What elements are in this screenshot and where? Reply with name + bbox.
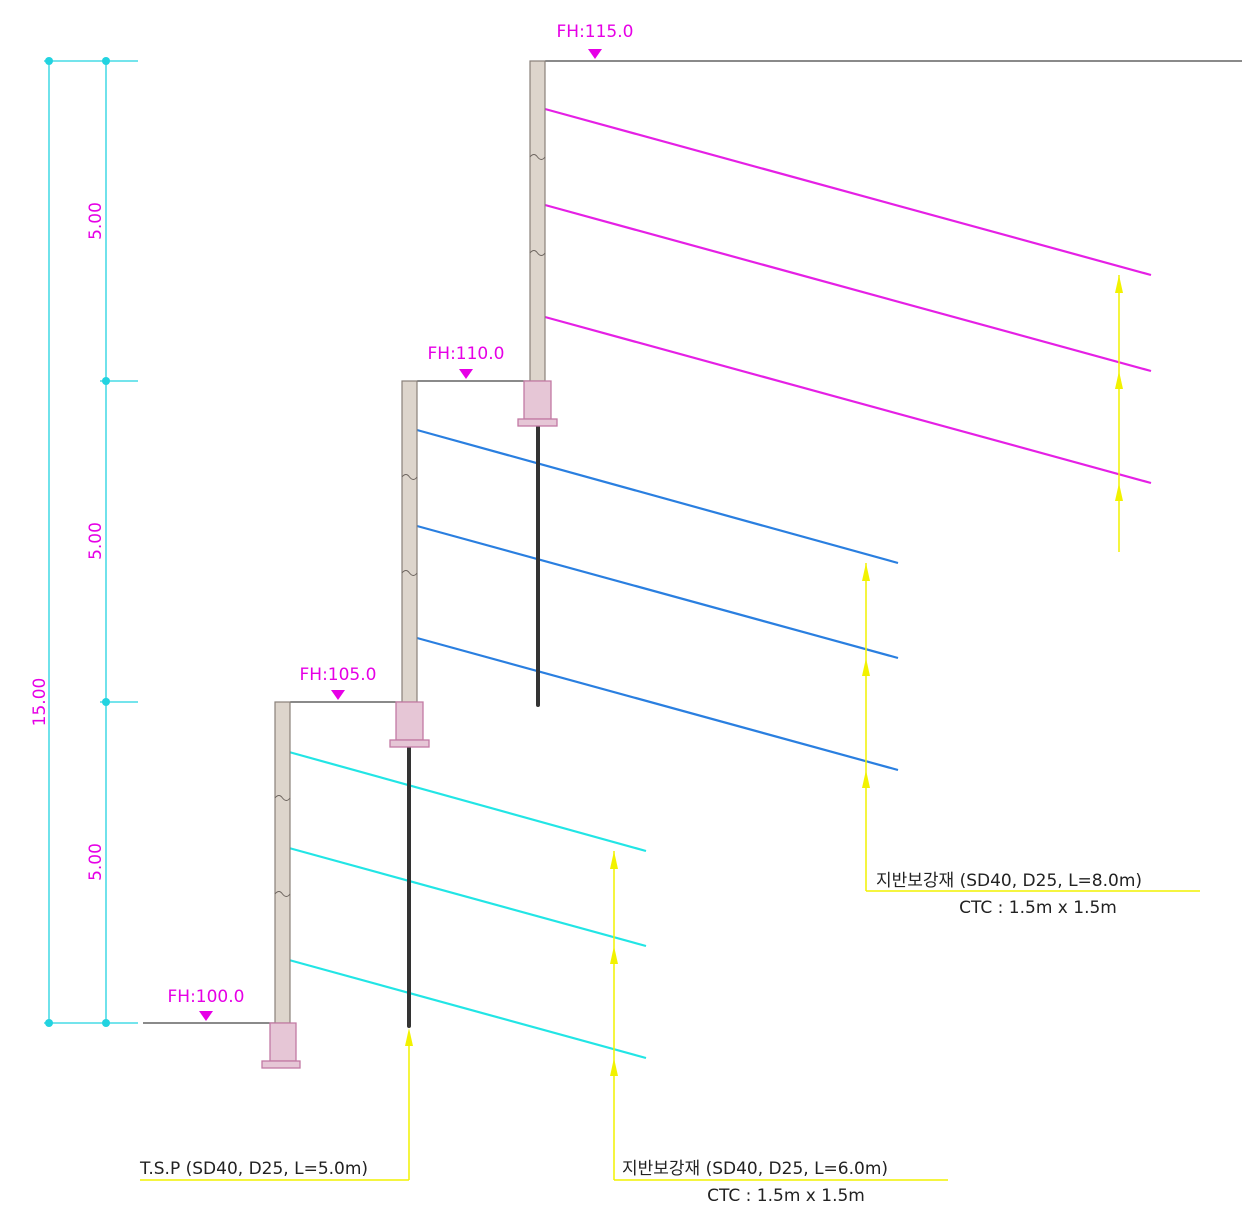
level-markers (199, 49, 602, 1021)
level-marker-fh100-icon (199, 1011, 213, 1021)
dimension-lines (44, 60, 138, 1024)
dimension-stage3-label: 5.00 (86, 202, 106, 240)
leader-arrowheads (405, 275, 1123, 1076)
anchors-tier3 (544, 107, 1152, 485)
level-marker-fh105-icon (331, 690, 345, 700)
reinforcement-6m-ctc-label: CTC : 1.5m x 1.5m (707, 1186, 865, 1206)
reinforcement-6m-label: 지반보강재 (SD40, D25, L=6.0m) (622, 1159, 888, 1179)
reinforcement-8m-label: 지반보강재 (SD40, D25, L=8.0m) (876, 871, 1142, 891)
anchors-tier2 (416, 428, 899, 772)
footing-stage1 (261, 1022, 301, 1069)
footing-stage2 (389, 701, 430, 748)
wall-stage2 (401, 380, 418, 703)
dimension-stage2-label: 5.00 (86, 522, 106, 560)
ground-lines (143, 60, 1242, 1024)
level-marker-fh110-icon (459, 369, 473, 379)
dimension-total-label: 15.00 (30, 678, 50, 727)
level-fh100-label: FH:100.0 (168, 987, 245, 1007)
anchors-tier1 (288, 750, 647, 1060)
leader-lines (140, 275, 1200, 1181)
footing-stage3 (517, 380, 558, 427)
dimension-dots (45, 57, 110, 1027)
dimension-stage1-label: 5.00 (86, 843, 106, 881)
tsp-bars (407, 382, 540, 1028)
wall-stage1 (274, 701, 291, 1024)
tsp-callout-label: T.S.P (SD40, D25, L=5.0m) (139, 1159, 368, 1179)
reinforcement-8m-ctc-label: CTC : 1.5m x 1.5m (959, 898, 1117, 918)
level-fh105-label: FH:105.0 (300, 665, 377, 685)
level-fh115-label: FH:115.0 (557, 22, 634, 42)
level-fh110-label: FH:110.0 (428, 344, 505, 364)
wall-stage3 (529, 60, 546, 382)
level-marker-fh115-icon (588, 49, 602, 59)
